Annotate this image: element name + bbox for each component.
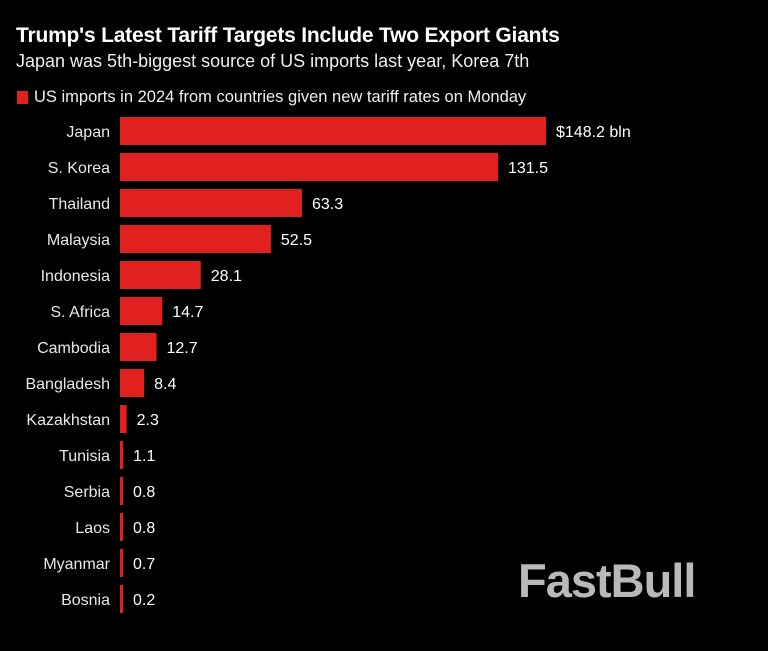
category-label: Tunisia <box>59 448 110 465</box>
category-label: Myanmar <box>43 556 110 573</box>
legend-label: US imports in 2024 from countries given … <box>34 88 527 106</box>
category-label: Malaysia <box>47 232 110 249</box>
category-label: Laos <box>75 520 110 537</box>
chart-subtitle: Japan was 5th-biggest source of US impor… <box>16 51 530 71</box>
value-label: 14.7 <box>172 304 203 321</box>
value-label: $148.2 bln <box>556 124 631 141</box>
bar <box>120 369 145 397</box>
legend: US imports in 2024 from countries given … <box>17 88 526 107</box>
value-label: 8.4 <box>154 376 176 393</box>
bar <box>120 189 302 217</box>
bar <box>120 405 127 433</box>
category-label: Japan <box>66 124 110 141</box>
value-label: 0.2 <box>133 592 155 609</box>
legend-swatch <box>17 91 28 104</box>
value-label: 2.3 <box>137 412 159 429</box>
category-label: Indonesia <box>41 268 110 285</box>
category-label: Thailand <box>49 196 110 213</box>
value-label: 28.1 <box>211 268 242 285</box>
value-label: 131.5 <box>508 160 548 177</box>
bar <box>120 261 201 289</box>
category-label: Serbia <box>64 484 110 501</box>
category-label: Bosnia <box>61 592 110 609</box>
category-label: Cambodia <box>37 340 110 357</box>
value-label: 52.5 <box>281 232 312 249</box>
bar <box>120 333 157 361</box>
value-label: 0.8 <box>133 520 155 537</box>
chart-title: Trump's Latest Tariff Targets Include Tw… <box>16 24 560 47</box>
bar <box>120 117 546 145</box>
value-label: 63.3 <box>312 196 343 213</box>
bar <box>120 513 123 541</box>
category-label: S. Korea <box>48 160 110 177</box>
value-label: 12.7 <box>167 340 198 357</box>
category-label: Kazakhstan <box>26 412 110 429</box>
bar <box>120 225 271 253</box>
watermark-logo: FastBull <box>518 554 696 607</box>
value-label: 0.7 <box>133 556 155 573</box>
bar <box>120 585 123 613</box>
bar <box>120 477 123 505</box>
value-label: 0.8 <box>133 484 155 501</box>
bar <box>120 153 498 181</box>
bar <box>120 297 163 325</box>
bar <box>120 441 124 469</box>
category-label: Bangladesh <box>25 376 110 393</box>
category-label: S. Africa <box>50 304 110 321</box>
value-label: 1.1 <box>133 448 155 465</box>
bar <box>120 549 123 577</box>
